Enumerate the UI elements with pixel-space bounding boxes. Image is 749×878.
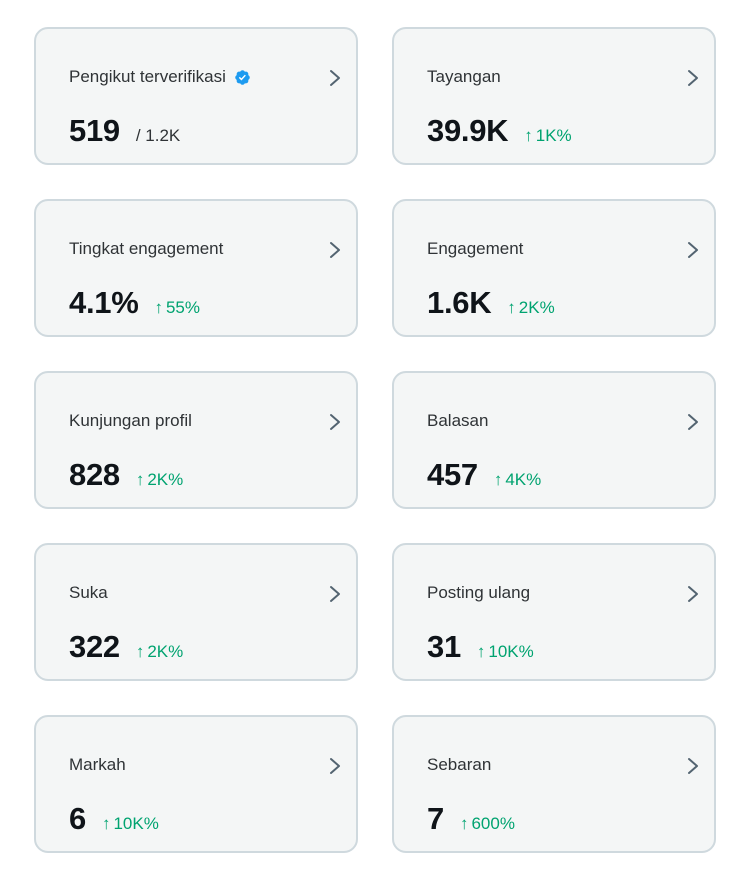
arrow-up-icon: ↑ — [135, 470, 145, 489]
metric-label-row: Balasan — [427, 411, 488, 431]
metric-change: ↑ 2K% — [136, 642, 183, 662]
metric-card-replies[interactable]: Balasan 457 ↑ 4K% — [392, 371, 716, 509]
chevron-right-icon — [688, 758, 698, 774]
arrow-up-icon: ↑ — [493, 470, 503, 489]
chevron-right-icon — [330, 758, 340, 774]
metric-card-shares[interactable]: Sebaran 7 ↑ 600% — [392, 715, 716, 853]
arrow-up-icon: ↑ — [459, 814, 469, 833]
metric-label-row: Tingkat engagement — [69, 239, 223, 259]
metric-label: Kunjungan profil — [69, 411, 192, 430]
analytics-metrics-grid: Pengikut terverifikasi 519 / 1.2K Tayang… — [34, 27, 716, 853]
metric-card-verified-followers[interactable]: Pengikut terverifikasi 519 / 1.2K — [34, 27, 358, 165]
metric-label-row: Kunjungan profil — [69, 411, 192, 431]
metric-value-row: 519 / 1.2K — [69, 113, 180, 149]
metric-value: 31 — [427, 629, 461, 664]
metric-change: ↑ 600% — [460, 814, 515, 834]
arrow-up-icon: ↑ — [154, 298, 163, 317]
arrow-up-icon: ↑ — [507, 298, 516, 317]
metric-value: 1.6K — [427, 285, 492, 320]
metric-value-row: 39.9K ↑ 1K% — [427, 113, 572, 149]
metric-change-value: 10K% — [488, 642, 534, 661]
metric-change: ↑ 2K% — [507, 298, 554, 318]
metric-label-row: Engagement — [427, 239, 523, 259]
metric-value: 322 — [69, 629, 120, 664]
arrow-up-icon: ↑ — [135, 642, 145, 661]
metric-change: ↑ 10K% — [102, 814, 159, 834]
metric-value-row: 6 ↑ 10K% — [69, 801, 159, 837]
metric-label: Sebaran — [427, 755, 492, 774]
chevron-right-icon — [688, 414, 698, 430]
metric-card-engagements[interactable]: Engagement 1.6K ↑ 2K% — [392, 199, 716, 337]
metric-label: Posting ulang — [427, 583, 531, 602]
metric-change-value: 600% — [471, 814, 515, 833]
metric-change: ↑ 4K% — [494, 470, 541, 490]
metric-value-row: 1.6K ↑ 2K% — [427, 285, 555, 321]
metric-value: 4.1% — [69, 285, 139, 320]
chevron-right-icon — [330, 70, 340, 86]
metric-value-row: 31 ↑ 10K% — [427, 629, 534, 665]
metric-change-value: 55% — [165, 298, 200, 317]
metric-value: 828 — [69, 457, 120, 492]
verified-badge-icon — [235, 69, 250, 85]
metric-card-likes[interactable]: Suka 322 ↑ 2K% — [34, 543, 358, 681]
chevron-right-icon — [330, 242, 340, 258]
chevron-right-icon — [688, 586, 698, 602]
metric-value: 457 — [427, 457, 478, 492]
metric-value: 39.9K — [427, 113, 509, 148]
metric-label-row: Tayangan — [427, 67, 501, 87]
metric-value-row: 322 ↑ 2K% — [69, 629, 183, 665]
metric-value-row: 7 ↑ 600% — [427, 801, 515, 837]
metric-label-row: Suka — [69, 583, 108, 603]
metric-value: 7 — [427, 801, 444, 836]
metric-card-bookmarks[interactable]: Markah 6 ↑ 10K% — [34, 715, 358, 853]
metric-change: ↑ 10K% — [477, 642, 534, 662]
metric-value-row: 828 ↑ 2K% — [69, 457, 183, 493]
metric-label: Tayangan — [427, 67, 501, 86]
metric-label-row: Posting ulang — [427, 583, 530, 603]
arrow-up-icon: ↑ — [101, 814, 111, 833]
metric-label: Balasan — [427, 411, 489, 430]
metric-card-impressions[interactable]: Tayangan 39.9K ↑ 1K% — [392, 27, 716, 165]
metric-change: ↑ 1K% — [524, 126, 571, 146]
metric-change-value: 4K% — [505, 470, 542, 489]
metric-label: Markah — [69, 755, 126, 774]
chevron-right-icon — [330, 586, 340, 602]
metric-label-row: Pengikut terverifikasi — [69, 67, 251, 87]
metric-value-row: 457 ↑ 4K% — [427, 457, 541, 493]
metric-label-row: Sebaran — [427, 755, 491, 775]
metric-value: 6 — [69, 801, 86, 836]
metric-card-profile-visits[interactable]: Kunjungan profil 828 ↑ 2K% — [34, 371, 358, 509]
metric-label: Tingkat engagement — [69, 239, 224, 258]
metric-label: Engagement — [427, 239, 524, 258]
metric-change: ↑ 55% — [154, 298, 200, 318]
metric-label-row: Markah — [69, 755, 126, 775]
arrow-up-icon: ↑ — [524, 126, 533, 145]
metric-change-value: 2K% — [147, 470, 184, 489]
metric-card-engagement-rate[interactable]: Tingkat engagement 4.1% ↑ 55% — [34, 199, 358, 337]
metric-change-value: 2K% — [147, 642, 184, 661]
metric-change-value: 1K% — [535, 126, 572, 145]
metric-total: / 1.2K — [135, 126, 181, 145]
chevron-right-icon — [688, 242, 698, 258]
metric-change: ↑ 2K% — [136, 470, 183, 490]
metric-label: Suka — [69, 583, 108, 602]
metric-value-row: 4.1% ↑ 55% — [69, 285, 200, 321]
metric-change-value: 2K% — [518, 298, 555, 317]
chevron-right-icon — [330, 414, 340, 430]
arrow-up-icon: ↑ — [476, 642, 486, 661]
chevron-right-icon — [688, 70, 698, 86]
metric-change-value: 10K% — [113, 814, 159, 833]
metric-value: 519 — [69, 113, 120, 148]
metric-card-reposts[interactable]: Posting ulang 31 ↑ 10K% — [392, 543, 716, 681]
metric-label: Pengikut terverifikasi — [69, 67, 226, 86]
